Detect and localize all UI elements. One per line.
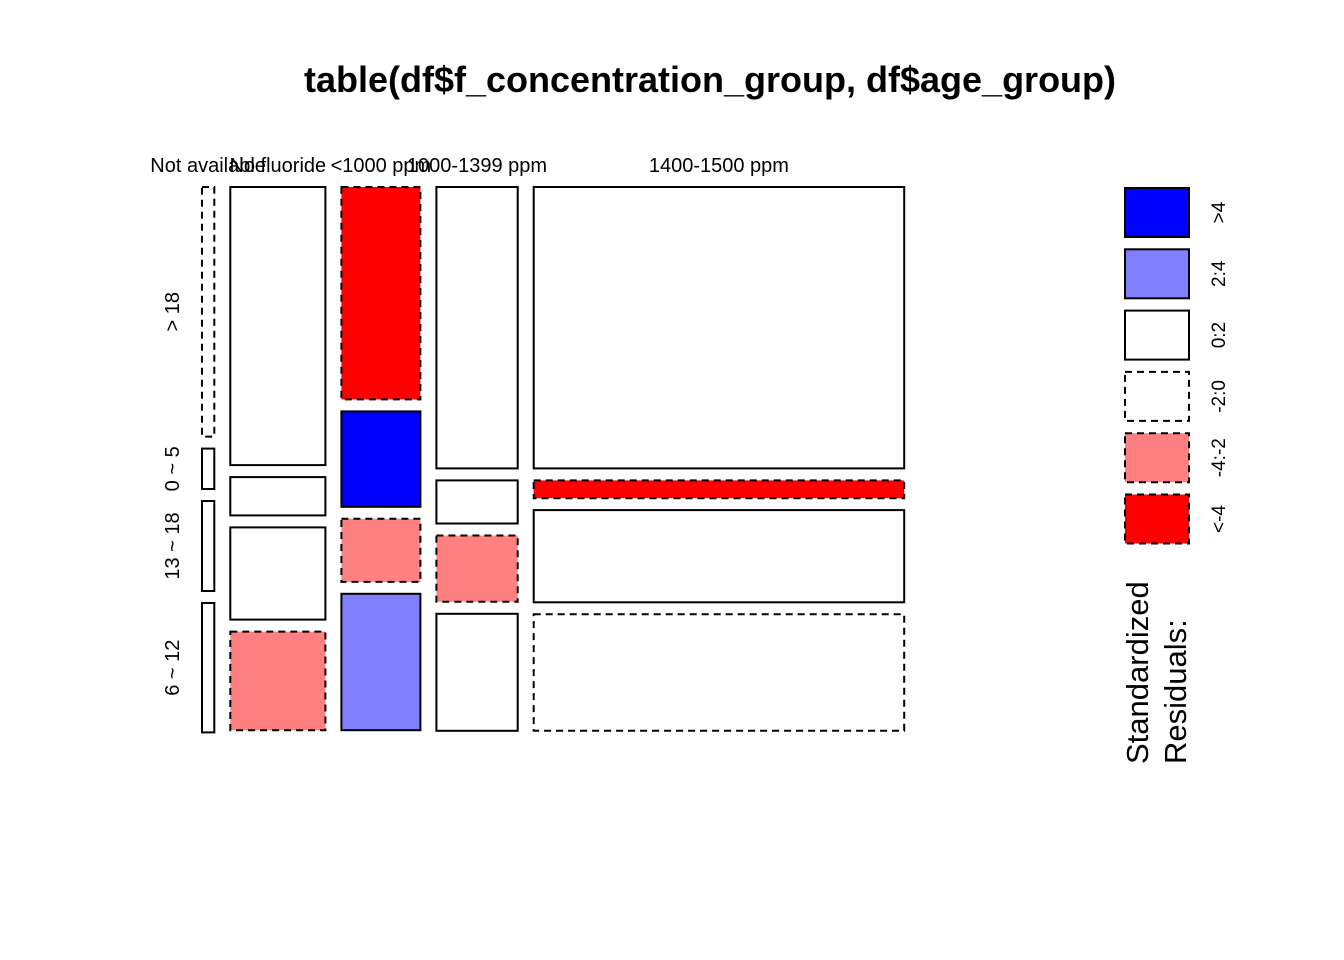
column-label-not-available: Not available [150,155,266,177]
legend-label-0: >4 [1209,201,1230,223]
row-label-6-12: 6 ~ 12 [162,640,184,696]
mosaic-cells [201,186,906,734]
legend-bins: >4 2:4 0:2 -2:0 -4:-2 <-4 [1124,187,1230,545]
column-label-1000-ppm: <1000 ppm [331,155,432,177]
cell-no-fluoride-6-12 [229,630,327,732]
legend-swatch-3 [1124,370,1190,422]
cell-1000-1399-ppm-6-12 [435,612,519,732]
cell-no-fluoride-13-18 [229,526,327,621]
cell-not-available-6-12 [201,602,216,734]
cell-1400-1500-ppm-18 [532,186,906,470]
legend-swatch-4 [1124,432,1190,484]
legend-swatch-5 [1124,493,1190,545]
cell-1400-1500-ppm-6-12 [532,613,906,732]
cell-1400-1500-ppm-13-18 [532,509,906,604]
legend-swatch-1 [1124,248,1190,300]
column-label-1400-1500-ppm: 1400-1500 ppm [649,155,789,177]
row-labels: > 18 0 ~ 5 13 ~ 18 6 ~ 12 [162,292,184,696]
legend-label-4: -4:-2 [1209,438,1230,477]
column-label-no-fluoride: No fluoride [229,155,326,177]
legend-label-5: <-4 [1209,505,1230,533]
row-label-18: > 18 [162,292,184,331]
cell-1000-1399-ppm-0-5 [435,479,519,525]
cell-no-fluoride-18 [229,186,327,467]
legend-swatch-0 [1124,187,1190,238]
legend-label-1: 2:4 [1209,260,1230,287]
legend-swatch-2 [1124,309,1190,361]
column-label-1000-1399-ppm: 1000-1399 ppm [407,155,547,177]
cell-1000-ppm-13-18 [340,517,422,583]
cell-not-available-13-18 [201,500,216,592]
cell-1000-ppm-0-5 [340,410,422,508]
legend: >4 2:4 0:2 -2:0 -4:-2 <-4 Standardized Residu… [1120,187,1230,764]
row-label-13-18: 13 ~ 18 [162,512,184,579]
legend-title-line-1: Standardized [1120,581,1155,764]
cell-1000-1399-ppm-13-18 [435,534,519,603]
cell-1400-1500-ppm-0-5 [532,479,906,500]
chart-title: table(df$f_concentration_group, df$age_g… [304,59,1116,100]
cell-not-available-0-5 [201,447,216,491]
cell-1000-ppm-18 [340,186,422,401]
cell-not-available-18 [201,186,216,438]
row-label-0-5: 0 ~ 5 [162,446,184,491]
cell-1000-ppm-6-12 [340,592,422,732]
legend-label-2: 0:2 [1209,322,1230,348]
cell-no-fluoride-0-5 [229,476,327,517]
legend-title-line-2: Residuals: [1158,619,1193,764]
cell-1000-1399-ppm-18 [435,186,519,470]
legend-label-3: -2:0 [1209,380,1230,413]
